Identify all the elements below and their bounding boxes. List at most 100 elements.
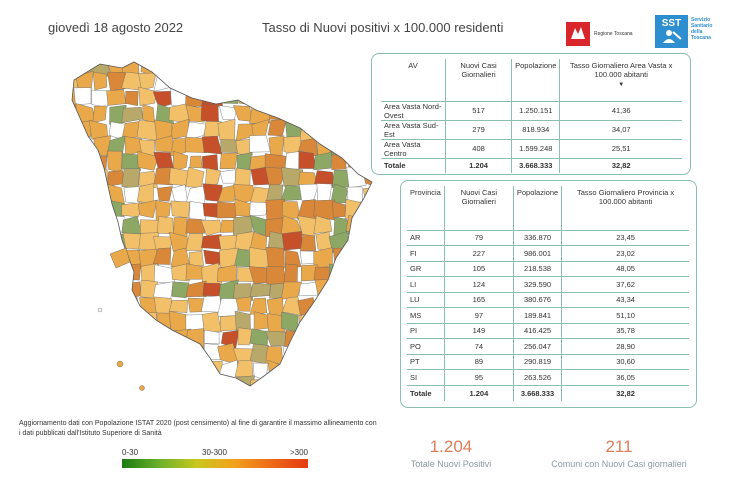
municipality-area (91, 168, 109, 189)
municipality-area (361, 330, 372, 347)
col-population: Popolazione (512, 186, 562, 230)
municipality-area (89, 250, 108, 267)
municipality-area (92, 200, 108, 218)
cell: 37,62 (561, 276, 689, 292)
municipality-area (345, 392, 365, 408)
municipality-area (330, 360, 351, 379)
municipality-area (364, 360, 372, 381)
municipality-area (332, 71, 351, 93)
municipality-area (92, 105, 107, 124)
municipality-area (186, 342, 206, 365)
cell: 3.668.333 (511, 157, 560, 173)
municipality-area (156, 326, 174, 349)
municipality-area (216, 62, 237, 78)
municipality-area (249, 247, 270, 269)
municipality-area (266, 297, 284, 317)
municipality-area (154, 360, 175, 382)
cell: 97 (443, 307, 514, 323)
cell: 23,02 (561, 245, 689, 261)
municipality-area (74, 185, 96, 205)
municipality-area (282, 392, 298, 408)
cell: 36,05 (561, 369, 689, 385)
municipality-area (108, 343, 125, 363)
cell: 380.676 (512, 291, 562, 308)
col-rate[interactable]: Tasso Giornaliero Area Vasta x 100.000 a… (559, 59, 682, 101)
table-row: MS 97 189.841 51,10 (407, 307, 689, 323)
municipality-area (281, 231, 304, 251)
table-total-row: Totale 1.204 3.668.333 32,82 (407, 384, 689, 401)
municipality-area (266, 266, 287, 285)
municipality-area (344, 295, 365, 314)
sst-line: della (691, 29, 703, 35)
municipality-area (106, 327, 126, 348)
legend-label-mid: 30-300 (202, 448, 227, 457)
regione-toscana-logo: Regione Toscana (566, 22, 633, 46)
municipality-area (72, 343, 94, 365)
table-row: PO 74 256.047 28,90 (407, 338, 689, 354)
municipality-area (88, 264, 111, 284)
municipality-area (73, 87, 92, 106)
municipality-area (205, 394, 221, 408)
cell: 227 (443, 245, 514, 261)
table-row: Area Vasta Sud-Est 279 818.934 34,07 (381, 119, 682, 139)
municipality-area (75, 103, 95, 124)
municipality-area (236, 392, 254, 408)
municipality-area (331, 345, 350, 366)
municipality-area (169, 343, 190, 364)
municipality-area (201, 72, 224, 93)
municipality-area (249, 135, 271, 153)
municipality-area (91, 216, 110, 235)
municipality-area (125, 90, 139, 106)
municipality-area (252, 71, 268, 93)
municipality-area (72, 62, 76, 77)
municipality-area (329, 280, 351, 300)
municipality-area (202, 282, 221, 297)
municipality-area (217, 394, 238, 408)
municipality-area (185, 218, 206, 234)
municipality-area (281, 376, 303, 386)
municipality-area (328, 136, 350, 156)
municipality-area (313, 152, 332, 171)
table-row: PI 149 416.425 35,78 (407, 322, 689, 339)
municipality-area (184, 136, 208, 153)
municipality-area (125, 376, 143, 386)
municipality-area (313, 118, 331, 140)
municipality-area (138, 344, 158, 365)
municipality-area (344, 136, 362, 156)
municipality-area (185, 76, 207, 90)
municipality-area (72, 251, 79, 268)
legend-label-low: 0-30 (122, 448, 139, 457)
municipality-area (170, 200, 191, 219)
municipality-area (200, 62, 220, 76)
municipality-area (298, 72, 317, 91)
sst-lines: Servizio Sanitario della Toscana (691, 17, 712, 41)
municipality-area (313, 312, 334, 333)
cell: 517 (444, 100, 512, 120)
municipality-area (330, 296, 350, 314)
municipality-area (89, 391, 110, 408)
cell: Totale (381, 157, 446, 173)
cell: 1.599.248 (511, 138, 560, 158)
municipality-area (75, 169, 92, 187)
municipality-area (76, 326, 94, 348)
municipality-area (121, 153, 141, 172)
table-row: LI 124 329.590 37,62 (407, 276, 689, 292)
municipality-area (74, 249, 93, 267)
area-vasta-table: AV Nuovi Casi Giornalieri Popolazione Ta… (381, 59, 682, 173)
municipality-area (185, 233, 203, 251)
municipality-area (218, 380, 237, 386)
sort-desc-icon[interactable]: ▼ (618, 82, 625, 88)
island (97, 307, 103, 313)
cell: 408 (444, 138, 512, 158)
municipality-area (345, 62, 367, 78)
municipality-area (235, 375, 255, 386)
municipality-area (317, 86, 335, 110)
municipality-area (268, 135, 285, 156)
municipality-area (72, 280, 78, 299)
municipality-area (249, 62, 267, 72)
municipality-area (237, 327, 253, 346)
island (116, 360, 124, 368)
col-rate-label: Tasso Giornaliero Area Vasta x 100.000 a… (569, 61, 673, 79)
legend-gradient-bar (122, 459, 308, 468)
municipality-area (298, 315, 314, 332)
